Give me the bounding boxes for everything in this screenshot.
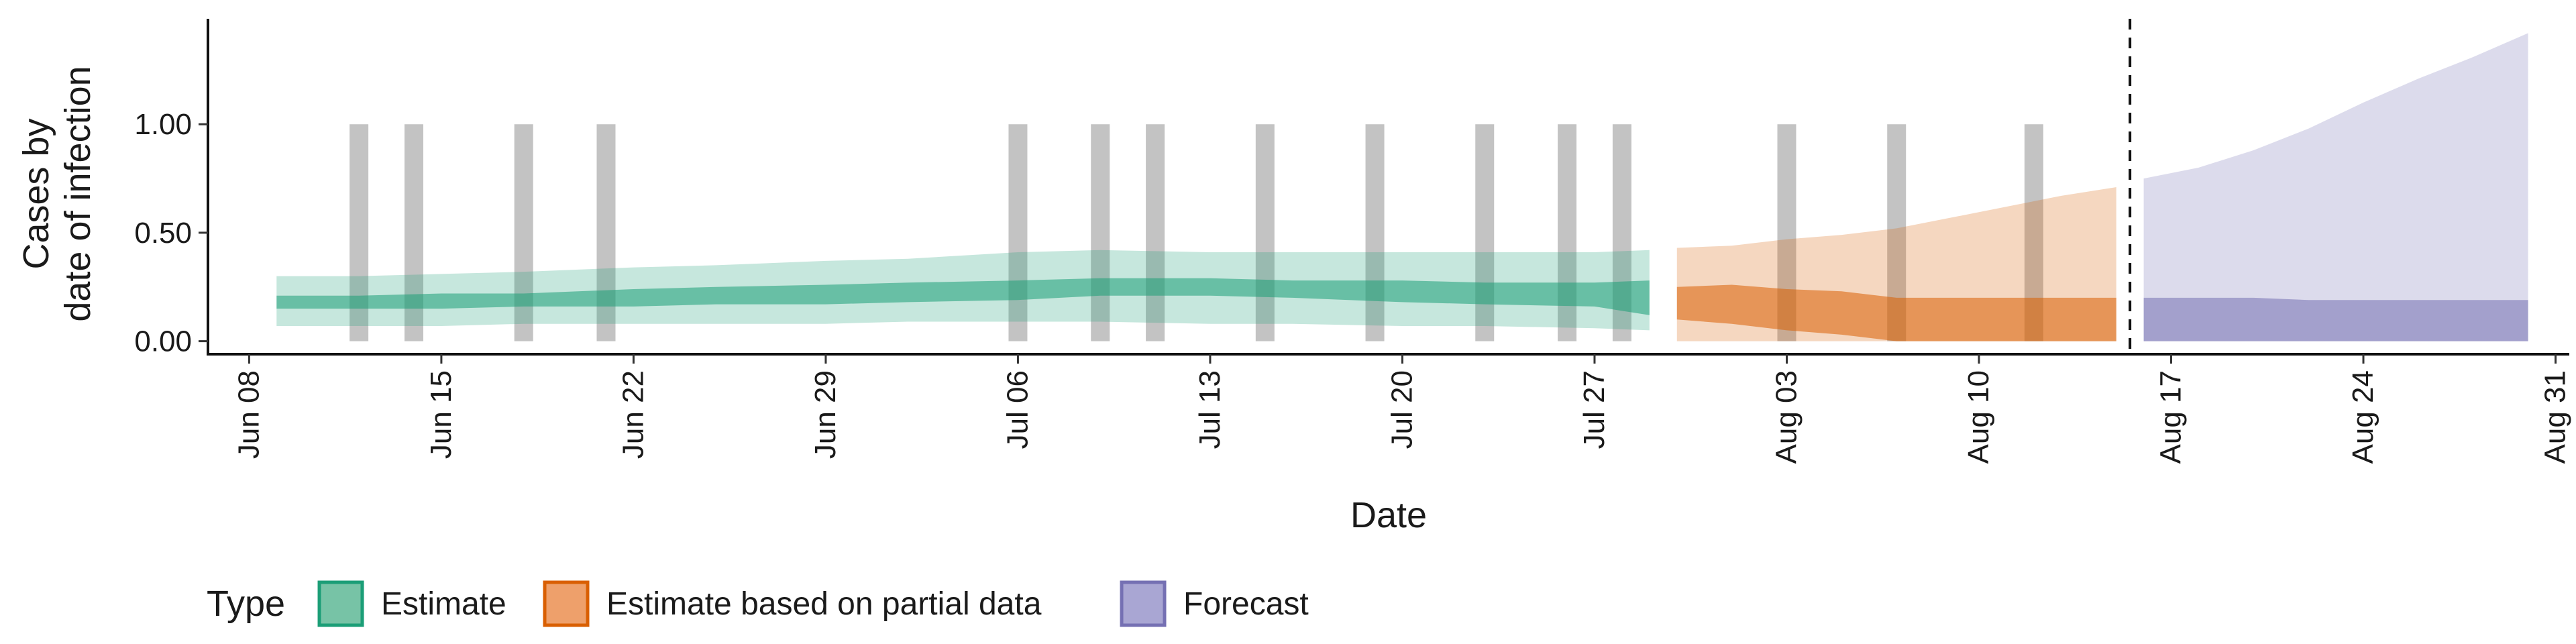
legend-layer: Type Estimate Estimate based on partial da… — [207, 580, 1309, 627]
x-tick-label-8: Aug 03 — [1770, 370, 1803, 464]
legend-swatch-2 — [1120, 580, 1167, 627]
y-axis-title-line-1: Cases by — [16, 118, 56, 269]
gray-bar-5 — [1091, 124, 1110, 341]
band-outer-forecast — [2143, 33, 2528, 341]
legend-label-0: Estimate — [381, 586, 506, 622]
gray-bar-9 — [1475, 124, 1495, 341]
band-inner-estimate-based-on-partial-data — [1676, 284, 2116, 341]
gray-bar-7 — [1255, 124, 1275, 341]
legend-label-2: Forecast — [1183, 586, 1309, 622]
legend-label-1: Estimate based on partial data — [606, 586, 1042, 622]
x-axis-title: Date — [1350, 495, 1427, 535]
bands-layer — [276, 33, 2528, 341]
y-axis-title-line-2: date of infection — [58, 66, 98, 321]
x-tick-label-6: Jul 20 — [1385, 370, 1418, 449]
axes-layer: 0.00 0.50 1.00 Jun 08 Jun 15 Jun 22 Jun 29 Jul … — [16, 19, 2572, 535]
legend-swatch-0 — [317, 580, 364, 627]
x-tick-label-1: Jun 15 — [425, 370, 458, 459]
x-tick-label-9: Aug 10 — [1962, 370, 1995, 464]
band-inner-forecast — [2143, 297, 2528, 341]
band-inner-estimate — [276, 278, 1650, 315]
legend-title: Type — [207, 584, 285, 624]
y-tick-label-0: 0.00 — [134, 325, 192, 358]
x-tick-label-4: Jul 06 — [1001, 370, 1034, 449]
x-tick-label-2: Jun 22 — [616, 370, 649, 459]
y-tick-label-2: 1.00 — [134, 108, 192, 141]
x-tick-label-7: Jul 27 — [1578, 370, 1611, 449]
legend-swatch-1 — [543, 580, 590, 627]
y-tick-label-1: 0.50 — [134, 217, 192, 250]
x-tick-label-0: Jun 08 — [232, 370, 265, 459]
x-tick-label-11: Aug 24 — [2347, 370, 2379, 464]
x-tick-label-3: Jun 29 — [809, 370, 842, 459]
x-tick-label-12: Aug 31 — [2539, 370, 2572, 464]
gray-bar-4 — [1008, 124, 1028, 341]
gray-bar-8 — [1365, 124, 1385, 341]
gray-bar-6 — [1146, 124, 1165, 341]
x-tick-label-5: Jul 13 — [1193, 370, 1226, 449]
x-tick-label-10: Aug 17 — [2155, 370, 2188, 464]
